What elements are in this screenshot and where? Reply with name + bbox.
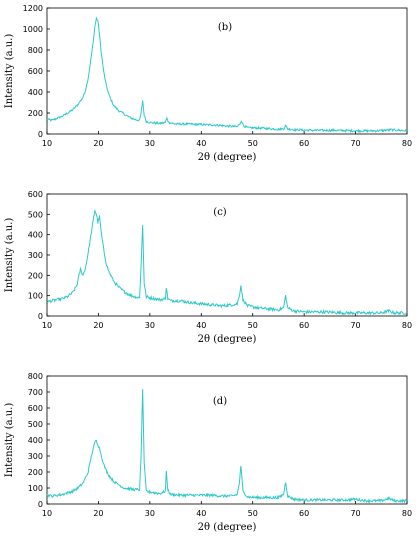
y-tick-label: 300 [28,452,43,461]
panel-label: (b) [218,22,232,33]
y-tick-label: 1000 [23,25,43,34]
y-tick-label: 200 [28,109,43,118]
y-tick-label: 600 [28,404,43,413]
x-tick-label: 10 [42,321,52,330]
series-line-0 [46,208,408,316]
x-tick-label: 20 [93,509,103,518]
y-tick-label: 300 [28,251,43,260]
x-tick-label: 60 [299,321,309,330]
series-line-0 [46,16,408,134]
x-tick-label: 70 [350,509,360,518]
panel-label: (c) [213,207,227,218]
x-tick-label: 60 [299,139,309,148]
y-tick-label: 200 [28,271,43,280]
x-tick-label: 40 [196,509,206,518]
x-tick-label: 50 [248,139,258,148]
y-tick-label: 500 [28,420,43,429]
x-axis-title: 2θ (degree) [198,152,257,163]
y-tick-label: 1200 [23,4,43,13]
x-tick-label: 50 [248,509,258,518]
y-axis-title: Intensity (a.u.) [4,34,15,109]
y-tick-label: 200 [28,468,43,477]
plot-frame [46,193,408,317]
x-tick-label: 80 [402,139,412,148]
y-tick-label: 0 [38,130,43,139]
x-tick-label: 30 [145,321,155,330]
x-tick-label: 60 [299,509,309,518]
x-tick-label: 20 [93,139,103,148]
y-axis-title: Intensity (a.u.) [4,218,15,293]
y-tick-label: 100 [28,292,43,301]
x-tick-label: 40 [196,321,206,330]
x-tick-label: 30 [145,139,155,148]
y-tick-label: 800 [28,372,43,381]
x-axis-title: 2θ (degree) [198,522,257,533]
chart-panel-0: 0 200 400 600 800 1000 1200 10 20 30 40 50 60 70 80 2θ … [4,4,412,163]
x-tick-label: 10 [42,509,52,518]
x-axis-title: 2θ (degree) [198,334,257,345]
x-tick-label: 70 [350,321,360,330]
y-tick-label: 600 [28,67,43,76]
y-tick-label: 100 [28,484,43,493]
x-tick-label: 50 [248,321,258,330]
y-tick-label: 800 [28,46,43,55]
y-tick-label: 400 [28,436,43,445]
panel-label: (d) [213,396,227,407]
y-tick-label: 400 [28,88,43,97]
y-tick-label: 500 [28,210,43,219]
y-tick-label: 600 [28,190,43,199]
x-tick-label: 80 [402,321,412,330]
x-tick-label: 30 [145,509,155,518]
x-tick-label: 20 [93,321,103,330]
chart-panel-1: 0 100 200 300 400 500 600 10 20 30 40 50 60 70 80 2θ (d… [4,190,412,345]
y-tick-label: 0 [38,500,43,509]
x-tick-label: 10 [42,139,52,148]
x-tick-label: 40 [196,139,206,148]
y-tick-label: 700 [28,388,43,397]
x-tick-label: 80 [402,509,412,518]
series-line-0 [46,389,408,504]
chart-panel-2: 0 100 200 300 400 500 600 700 800 10 20 30 40 50 60 70 8… [4,372,412,533]
y-axis-title: Intensity (a.u.) [4,403,15,478]
y-tick-label: 0 [38,312,43,321]
x-tick-label: 70 [350,139,360,148]
y-tick-label: 400 [28,231,43,240]
